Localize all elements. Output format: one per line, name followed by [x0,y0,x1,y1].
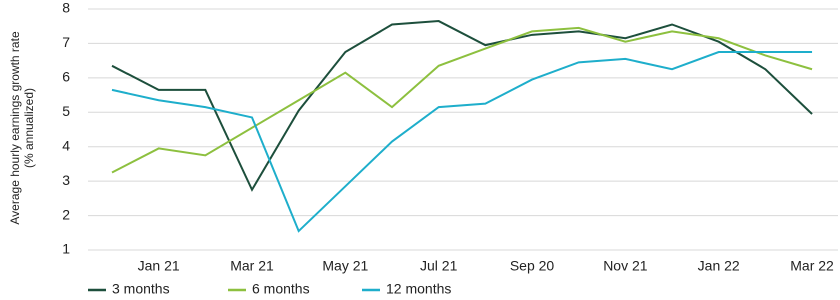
y-tick-label: 2 [62,206,70,222]
y-tick-label: 4 [62,137,70,153]
series-line [111,20,813,192]
x-tick-label: May 21 [322,258,368,274]
legend-label: 6 months [252,281,310,297]
legend-label: 3 months [112,281,170,297]
y-tick-label: 3 [62,172,70,188]
y-tick-label: 8 [62,0,70,16]
x-tick-label: Mar 22 [790,258,834,274]
y-axis-label: Average hourly earnings growth rate [8,31,22,225]
series-line [111,51,813,233]
x-tick-label: Nov 21 [603,258,648,274]
x-tick-label: Sep 20 [510,258,555,274]
y-tick-label: 7 [62,34,70,50]
y-tick-label: 5 [62,103,70,119]
x-tick-label: Jan 22 [698,258,740,274]
x-tick-label: Jul 21 [420,258,458,274]
x-tick-label: Jan 21 [138,258,180,274]
y-tick-label: 1 [62,241,70,257]
y-axis-label: (% annualized) [22,88,36,168]
series-line [111,26,813,174]
y-tick-label: 6 [62,69,70,85]
x-tick-label: Mar 21 [230,258,274,274]
legend-label: 12 months [386,281,451,297]
